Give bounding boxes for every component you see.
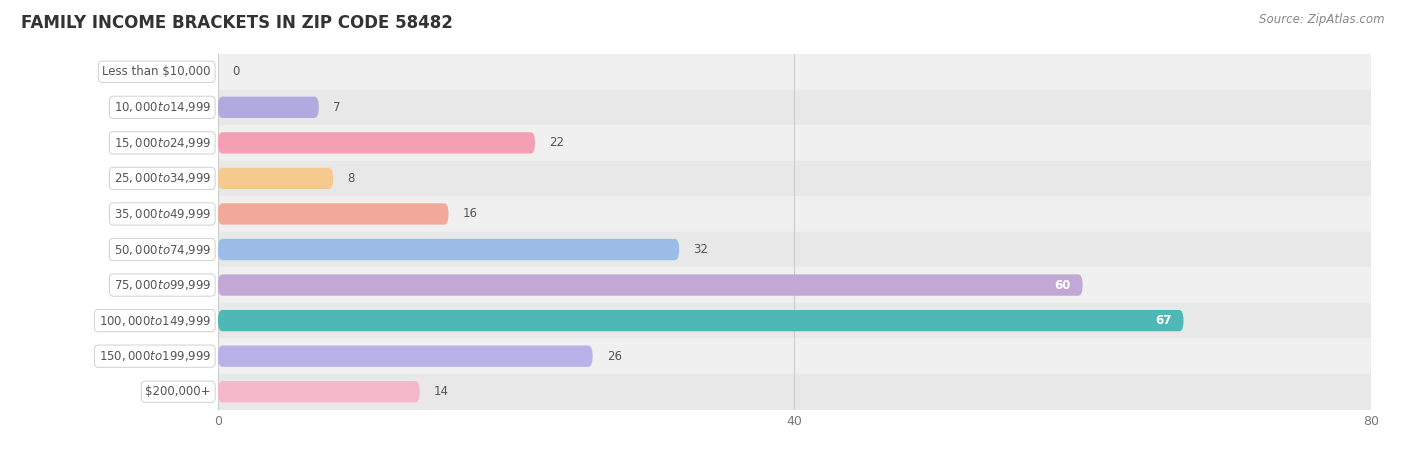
Text: 0: 0 [232,65,239,78]
Bar [218,232,1371,267]
Bar [218,267,1371,303]
Text: 22: 22 [550,136,564,149]
FancyBboxPatch shape [218,381,419,402]
Bar [218,54,1371,90]
Bar [218,196,1371,232]
Text: $100,000 to $149,999: $100,000 to $149,999 [98,314,211,328]
Text: 14: 14 [434,385,449,398]
Bar [218,338,1371,374]
Text: $25,000 to $34,999: $25,000 to $34,999 [114,171,211,185]
FancyBboxPatch shape [218,203,449,225]
Text: 8: 8 [347,172,354,185]
Text: 16: 16 [463,207,478,220]
Text: $200,000+: $200,000+ [145,385,211,398]
Text: Less than $10,000: Less than $10,000 [103,65,211,78]
Text: $150,000 to $199,999: $150,000 to $199,999 [98,349,211,363]
Text: Source: ZipAtlas.com: Source: ZipAtlas.com [1260,14,1385,27]
FancyBboxPatch shape [218,346,592,367]
FancyBboxPatch shape [218,310,1184,331]
Text: 7: 7 [333,101,340,114]
Text: $10,000 to $14,999: $10,000 to $14,999 [114,100,211,114]
Text: 67: 67 [1156,314,1173,327]
Text: 26: 26 [607,350,621,363]
FancyBboxPatch shape [218,97,319,118]
FancyBboxPatch shape [218,168,333,189]
Bar [218,90,1371,125]
Text: $50,000 to $74,999: $50,000 to $74,999 [114,243,211,256]
FancyBboxPatch shape [218,239,679,260]
Text: 60: 60 [1054,279,1071,292]
Bar [218,161,1371,196]
Text: FAMILY INCOME BRACKETS IN ZIP CODE 58482: FAMILY INCOME BRACKETS IN ZIP CODE 58482 [21,14,453,32]
Bar [218,303,1371,338]
Bar [218,374,1371,410]
Text: 32: 32 [693,243,709,256]
FancyBboxPatch shape [218,132,534,153]
Text: $75,000 to $99,999: $75,000 to $99,999 [114,278,211,292]
Bar [218,125,1371,161]
Text: $15,000 to $24,999: $15,000 to $24,999 [114,136,211,150]
FancyBboxPatch shape [218,274,1083,296]
Text: $35,000 to $49,999: $35,000 to $49,999 [114,207,211,221]
